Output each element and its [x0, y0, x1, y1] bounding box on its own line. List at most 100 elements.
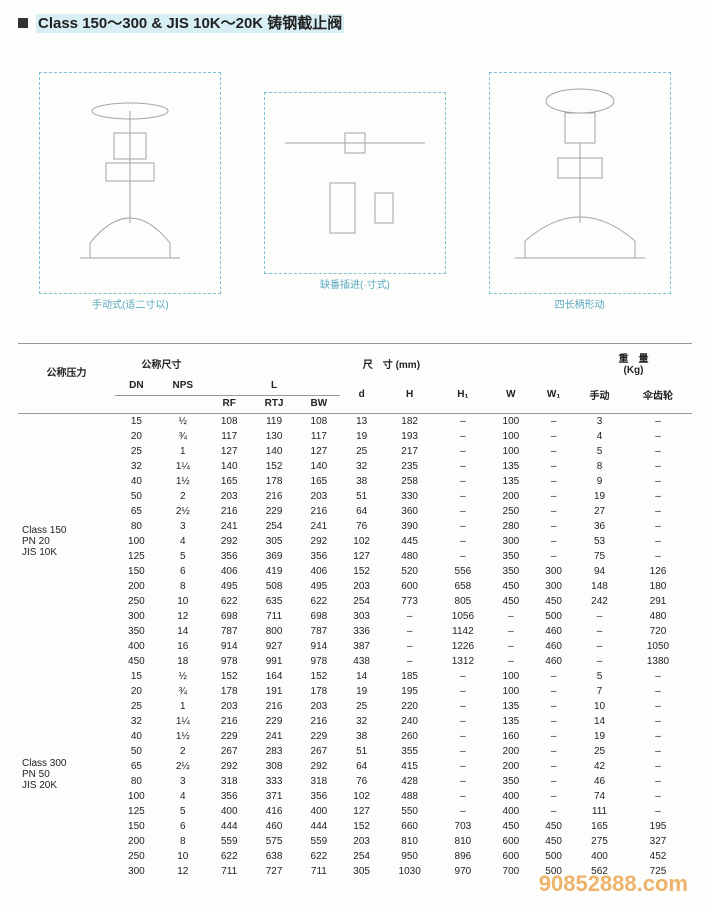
cell: 178 [208, 684, 251, 699]
cell: – [624, 699, 692, 714]
cell: 292 [208, 759, 251, 774]
cell: – [532, 459, 575, 474]
cell: 810 [436, 834, 489, 849]
cell: – [532, 504, 575, 519]
cell: – [624, 459, 692, 474]
table-row: 1255356369356127480–350–75– [18, 549, 692, 564]
cell: 235 [383, 459, 436, 474]
cell: 127 [340, 549, 383, 564]
cell: 9 [575, 474, 624, 489]
cell: 7 [575, 684, 624, 699]
cell: 10 [158, 849, 208, 864]
table-row: 652½21622921664360–250–27– [18, 504, 692, 519]
cell: 260 [383, 729, 436, 744]
cell: 258 [383, 474, 436, 489]
cell: 14 [158, 624, 208, 639]
cell: 200 [490, 489, 533, 504]
cell: 660 [383, 819, 436, 834]
cell: 74 [575, 789, 624, 804]
cell: 622 [208, 594, 251, 609]
cell: 635 [251, 594, 298, 609]
cell: 217 [383, 444, 436, 459]
cell: 241 [208, 519, 251, 534]
cell: 15 [115, 669, 158, 684]
cell: 387 [340, 639, 383, 654]
cell: 292 [208, 534, 251, 549]
cell: 203 [208, 699, 251, 714]
cell: – [436, 789, 489, 804]
cell: – [436, 459, 489, 474]
cell: 698 [208, 609, 251, 624]
cell: 164 [251, 669, 298, 684]
cell: – [624, 414, 692, 430]
cell: 241 [298, 519, 341, 534]
cell: 254 [251, 519, 298, 534]
cell: 371 [251, 789, 298, 804]
cell: 355 [383, 744, 436, 759]
cell: 556 [436, 564, 489, 579]
cell: 216 [208, 504, 251, 519]
col-nominal: 公称尺寸 [115, 344, 208, 379]
cell: 25 [115, 444, 158, 459]
table-row: 321¼21622921632240–135–14– [18, 714, 692, 729]
cell: 250 [115, 849, 158, 864]
cell: 152 [298, 669, 341, 684]
cell: 140 [208, 459, 251, 474]
cell: – [383, 624, 436, 639]
cell: 787 [208, 624, 251, 639]
cell: – [532, 804, 575, 819]
cell: 19 [575, 489, 624, 504]
cell: 495 [298, 579, 341, 594]
cell: 178 [298, 684, 341, 699]
cell: – [624, 774, 692, 789]
diagram-caption: 手动式(适二寸以) [92, 296, 169, 311]
cell: 300 [490, 534, 533, 549]
cell: 508 [251, 579, 298, 594]
cell: 5 [158, 549, 208, 564]
cell: 1312 [436, 654, 489, 669]
cell: – [624, 759, 692, 774]
cell: 160 [490, 729, 533, 744]
cell: 117 [208, 429, 251, 444]
cell: 390 [383, 519, 436, 534]
cell: 94 [575, 564, 624, 579]
cell: 25 [340, 699, 383, 714]
cell: 25 [115, 699, 158, 714]
col-bw: BW [298, 396, 341, 414]
col-l: L [208, 378, 340, 396]
cell: 12 [158, 609, 208, 624]
cell: – [532, 714, 575, 729]
col-manual: 手动 [575, 378, 624, 414]
cell: – [436, 729, 489, 744]
col-h: H [383, 378, 436, 414]
cell: – [532, 549, 575, 564]
cell: – [436, 669, 489, 684]
cell: 300 [532, 564, 575, 579]
cell: 15 [115, 414, 158, 430]
cell: 19 [340, 684, 383, 699]
cell: 305 [251, 534, 298, 549]
cell: 400 [490, 804, 533, 819]
cell: 180 [624, 579, 692, 594]
cell: 76 [340, 774, 383, 789]
cell: – [575, 639, 624, 654]
cell: 241 [251, 729, 298, 744]
cell: 148 [575, 579, 624, 594]
cell: 191 [251, 684, 298, 699]
table-row: 35014787800787336–1142–460–720 [18, 624, 692, 639]
table-row: 321¼14015214032235–135–8– [18, 459, 692, 474]
cell: 283 [251, 744, 298, 759]
cell: ¾ [158, 429, 208, 444]
cell: – [436, 414, 489, 430]
cell: 318 [208, 774, 251, 789]
cell: 3 [158, 774, 208, 789]
cell: 152 [251, 459, 298, 474]
cell: 203 [340, 834, 383, 849]
cell: 330 [383, 489, 436, 504]
cell: 195 [624, 819, 692, 834]
table-row: 20¾17819117819195–100–7– [18, 684, 692, 699]
cell: – [532, 534, 575, 549]
cell: 300 [532, 579, 575, 594]
cell: 5 [575, 444, 624, 459]
cell: – [575, 609, 624, 624]
